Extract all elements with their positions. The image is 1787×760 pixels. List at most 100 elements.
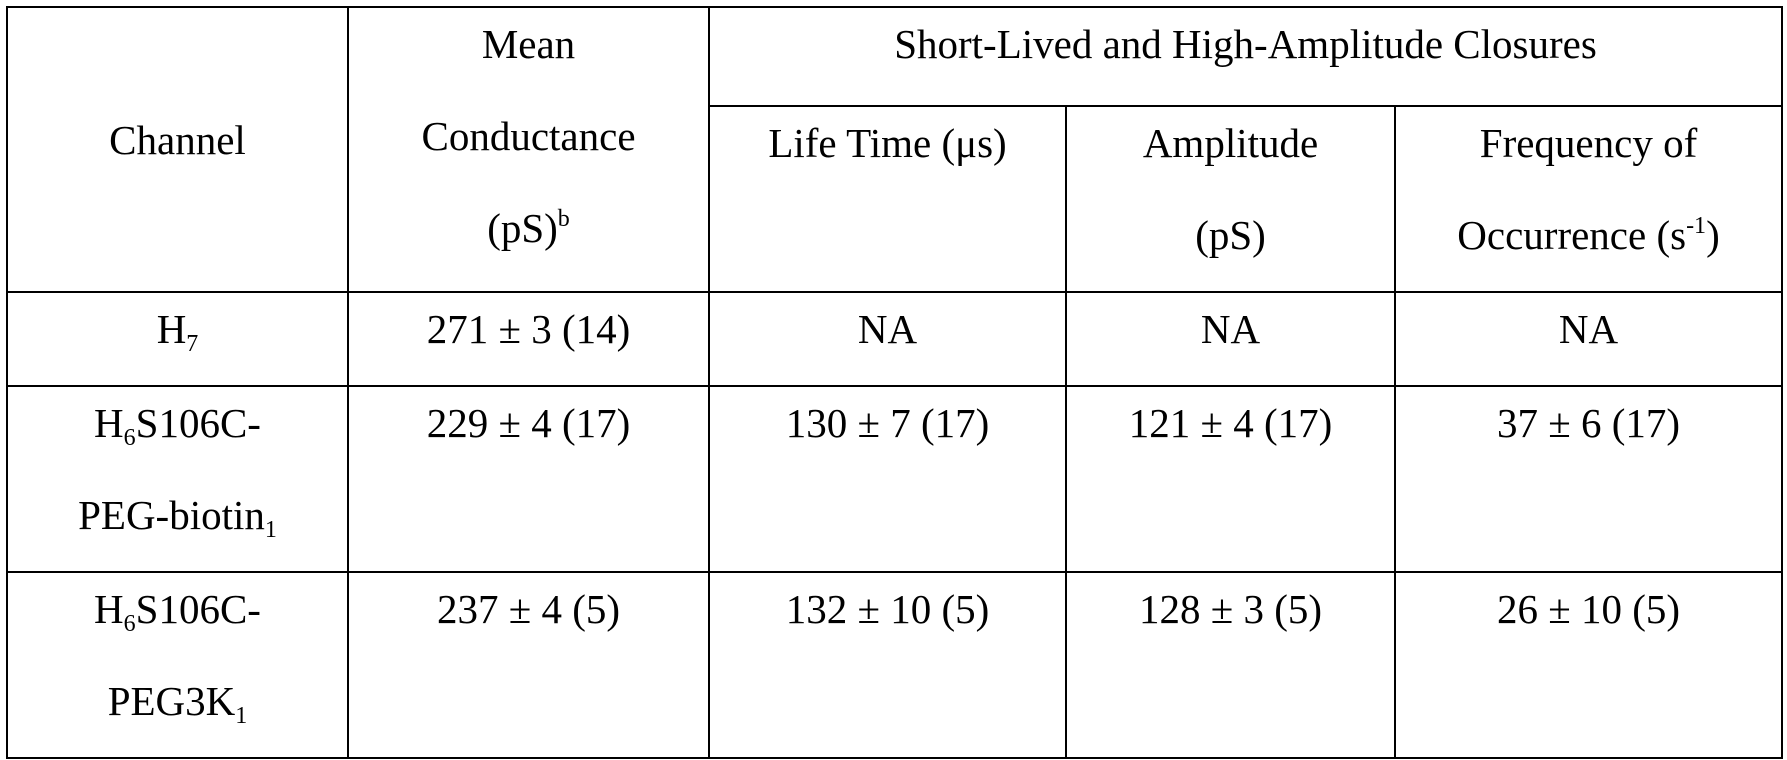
cell-content: 121 ± 4 (17) — [1067, 386, 1394, 469]
text-line: 121 ± 4 (17) — [1067, 386, 1394, 469]
text-line: Mean — [349, 7, 708, 90]
superscript: -1 — [1686, 213, 1706, 239]
header-cell: MeanConductance(pS)b — [348, 7, 709, 292]
text-line: Frequency of — [1396, 106, 1781, 189]
text-line: PEG3K1 — [8, 655, 347, 747]
text: Short-Lived and High-Amplitude Closures — [894, 21, 1597, 67]
superscript: b — [558, 206, 570, 232]
cell-content: H6S106C-PEG3K1 — [8, 572, 347, 747]
cell-content: NA — [1067, 292, 1394, 375]
cell-content: 130 ± 7 (17) — [710, 386, 1065, 469]
table-cell: 130 ± 7 (17) — [709, 386, 1066, 572]
text: (pS) — [487, 205, 558, 251]
cell-content: Amplitude (pS) — [1067, 106, 1394, 281]
text-line: H7 — [8, 292, 347, 375]
text-line: NA — [1067, 292, 1394, 375]
body-row: H7 271 ± 3 (14) NA NA NA — [7, 292, 1782, 386]
text: PEG-biotin — [78, 492, 265, 538]
text: 26 ± 10 (5) — [1497, 586, 1680, 632]
cell-content: NA — [1396, 292, 1781, 375]
subscript: 7 — [186, 331, 198, 357]
cell-content: Frequency of Occurrence (s-1) — [1396, 106, 1781, 281]
text: 121 ± 4 (17) — [1129, 400, 1333, 446]
cell-content: 229 ± 4 (17) — [349, 386, 708, 469]
cell-content: 237 ± 4 (5) — [349, 572, 708, 655]
subscript: 6 — [124, 611, 136, 637]
table-cell: H6S106C-PEG-biotin1 — [7, 386, 348, 572]
text-line: (pS) — [1067, 189, 1394, 281]
text-line: 130 ± 7 (17) — [710, 386, 1065, 469]
cell-content: Life Time (μs) — [710, 106, 1065, 189]
table-cell: 26 ± 10 (5) — [1395, 572, 1782, 758]
table-cell: H6S106C-PEG3K1 — [7, 572, 348, 758]
text: NA — [858, 306, 917, 352]
cell-content: H6S106C-PEG-biotin1 — [8, 386, 347, 561]
text: 237 ± 4 (5) — [437, 586, 620, 632]
text-line: 26 ± 10 (5) — [1396, 572, 1781, 655]
text-line: 132 ± 10 (5) — [710, 572, 1065, 655]
subscript: 1 — [265, 517, 277, 543]
table-cell: 237 ± 4 (5) — [348, 572, 709, 758]
text-line: (pS)b — [349, 182, 708, 274]
text: ) — [1706, 212, 1720, 258]
cell-content: MeanConductance(pS)b — [349, 7, 708, 274]
table-cell: 37 ± 6 (17) — [1395, 386, 1782, 572]
cell-content: 37 ± 6 (17) — [1396, 386, 1781, 469]
cell-content: 271 ± 3 (14) — [349, 292, 708, 375]
text-line: H6S106C- — [8, 386, 347, 469]
cell-content: H7 — [8, 292, 347, 375]
table-cell: 132 ± 10 (5) — [709, 572, 1066, 758]
text: Occurrence (s — [1457, 212, 1686, 258]
header-cell: Short-Lived and High-Amplitude Closures — [709, 7, 1782, 106]
text: H — [94, 586, 124, 632]
table-cell: NA — [1066, 292, 1395, 386]
text: 271 ± 3 (14) — [427, 306, 631, 352]
text: Life Time (μs) — [768, 120, 1006, 166]
text-line: Life Time (μs) — [710, 106, 1065, 189]
text-line: NA — [710, 292, 1065, 375]
subscript: 1 — [235, 703, 247, 729]
cell-content: 128 ± 3 (5) — [1067, 572, 1394, 655]
body-row: H6S106C-PEG-biotin1229 ± 4 (17)130 ± 7 (… — [7, 386, 1782, 572]
text-line: H6S106C- — [8, 572, 347, 655]
text: Frequency of — [1480, 120, 1697, 166]
text-line: 271 ± 3 (14) — [349, 292, 708, 375]
subscript: 6 — [124, 425, 136, 451]
text: 132 ± 10 (5) — [786, 586, 990, 632]
text-line: PEG-biotin1 — [8, 469, 347, 561]
text: Mean — [482, 21, 575, 67]
text: 37 ± 6 (17) — [1497, 400, 1680, 446]
header-cell: Life Time (μs) — [709, 106, 1066, 292]
text-line: 128 ± 3 (5) — [1067, 572, 1394, 655]
text: Channel — [109, 117, 246, 163]
text: 229 ± 4 (17) — [427, 400, 631, 446]
text: (pS) — [1195, 212, 1266, 258]
table-cell: NA — [709, 292, 1066, 386]
text-line: Amplitude — [1067, 106, 1394, 189]
text: NA — [1559, 306, 1618, 352]
cell-content: Short-Lived and High-Amplitude Closures — [710, 7, 1781, 90]
cell-content: 132 ± 10 (5) — [710, 572, 1065, 655]
text: S106C- — [136, 400, 261, 446]
text: H — [94, 400, 124, 446]
table-cell: 271 ± 3 (14) — [348, 292, 709, 386]
text: S106C- — [136, 586, 261, 632]
header-cell: Channel — [7, 7, 348, 292]
text-line: Short-Lived and High-Amplitude Closures — [710, 7, 1781, 90]
table-cell: H7 — [7, 292, 348, 386]
table-cell: 229 ± 4 (17) — [348, 386, 709, 572]
text: NA — [1201, 306, 1260, 352]
text-line: Channel — [8, 94, 347, 186]
table-cell: 128 ± 3 (5) — [1066, 572, 1395, 758]
text-line: Occurrence (s-1) — [1396, 189, 1781, 281]
text: PEG3K — [108, 678, 236, 724]
header-cell: Frequency of Occurrence (s-1) — [1395, 106, 1782, 292]
text: Amplitude — [1143, 120, 1318, 166]
data-table: Channel MeanConductance(pS)b Short-Lived a… — [6, 6, 1783, 759]
text-line: 37 ± 6 (17) — [1396, 386, 1781, 469]
text-line: 229 ± 4 (17) — [349, 386, 708, 469]
table-cell: 121 ± 4 (17) — [1066, 386, 1395, 572]
cell-content: 26 ± 10 (5) — [1396, 572, 1781, 655]
header-row: ChannelMeanConductance(pS)bShort-Lived a… — [7, 7, 1782, 106]
